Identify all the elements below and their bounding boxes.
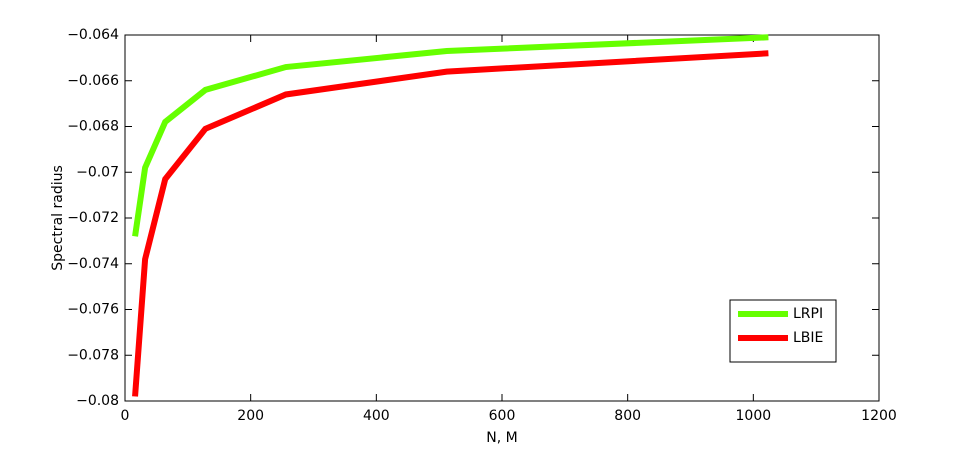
y-tick-label: −0.076 — [67, 302, 119, 318]
legend-label: LRPI — [793, 306, 823, 322]
y-tick-label: −0.068 — [67, 119, 119, 135]
y-tick-label: −0.07 — [76, 164, 119, 180]
x-tick-label: 1000 — [736, 408, 772, 424]
y-axis-label: Spectral radius — [50, 165, 66, 271]
x-tick-label: 1200 — [861, 408, 897, 424]
x-axis-label: N, M — [486, 430, 517, 446]
y-tick-label: −0.08 — [76, 393, 119, 409]
y-tick-label: −0.074 — [67, 256, 119, 272]
x-tick-label: 200 — [237, 408, 264, 424]
y-tick-label: −0.064 — [67, 27, 119, 43]
series-line — [132, 34, 769, 237]
x-tick-label: 0 — [121, 408, 130, 424]
legend-box — [729, 299, 837, 363]
legend-label: LBIE — [793, 330, 823, 346]
x-tick-label: 600 — [489, 408, 516, 424]
series-line — [132, 50, 769, 397]
x-tick-label: 800 — [614, 408, 641, 424]
y-tick-label: −0.066 — [67, 73, 119, 89]
y-tick-label: −0.078 — [67, 347, 119, 363]
y-tick-label: −0.072 — [67, 210, 119, 226]
x-tick-label: 400 — [363, 408, 390, 424]
